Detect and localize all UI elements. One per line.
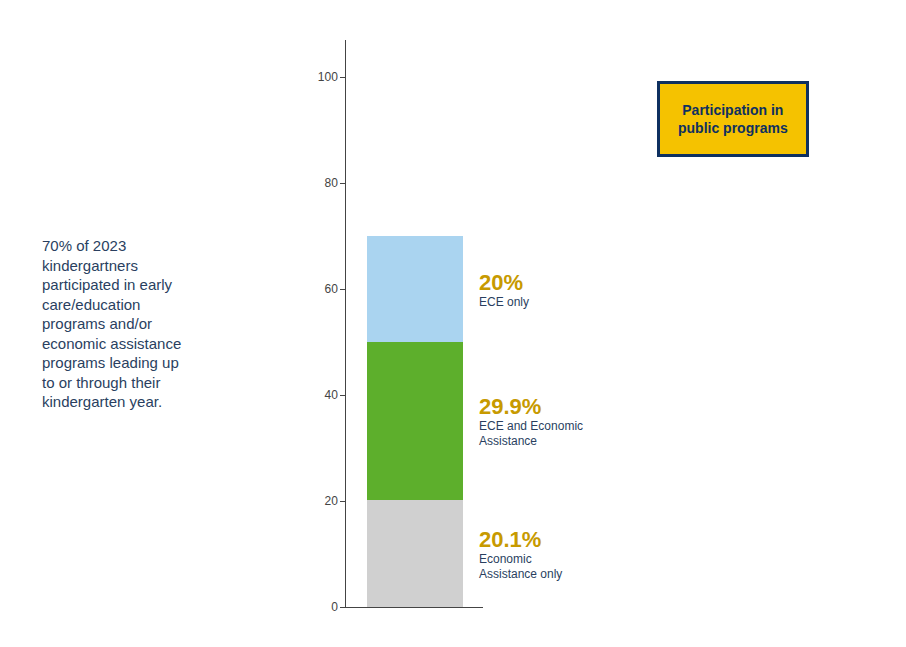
svg-text:70% of 2023kindergartnersparti: 70% of 2023kindergartnersparticipated in… <box>42 237 181 410</box>
svg-text:20: 20 <box>325 494 339 508</box>
svg-text:29.9%ECE and EconomicAssistanc: 29.9%ECE and EconomicAssistance <box>479 394 583 448</box>
svg-text:60: 60 <box>325 282 339 296</box>
svg-text:100: 100 <box>318 70 338 84</box>
svg-text:20.1%EconomicAssistance only: 20.1%EconomicAssistance only <box>479 527 562 581</box>
svg-text:40: 40 <box>325 388 339 402</box>
svg-text:80: 80 <box>325 176 339 190</box>
svg-text:20%ECE only: 20%ECE only <box>479 270 529 309</box>
svg-text:Participation inpublic program: Participation inpublic programs <box>678 102 788 136</box>
svg-text:0: 0 <box>331 600 338 614</box>
